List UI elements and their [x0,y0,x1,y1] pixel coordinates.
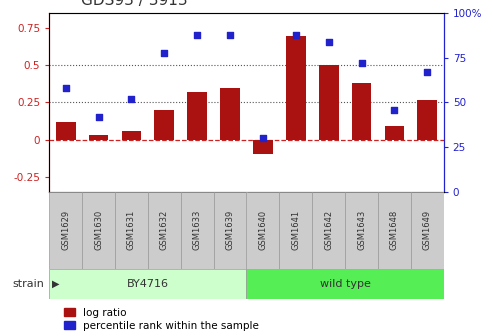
Bar [418,99,437,139]
Text: GSM1630: GSM1630 [94,210,103,250]
Bar [385,126,404,139]
Point [226,32,234,38]
Text: GSM1640: GSM1640 [258,210,267,250]
Text: strain: strain [12,279,44,289]
Text: GSM1641: GSM1641 [291,210,300,250]
Bar [213,192,246,269]
Point [325,39,333,45]
Bar [89,135,108,139]
Text: GSM1629: GSM1629 [61,210,70,250]
Text: GSM1642: GSM1642 [324,210,333,250]
Bar [253,139,273,155]
Text: GSM1631: GSM1631 [127,210,136,250]
Point [62,86,70,91]
Text: wild type: wild type [319,279,371,289]
Text: GSM1648: GSM1648 [390,210,399,250]
Text: GSM1632: GSM1632 [160,210,169,250]
Bar [49,192,82,269]
Bar [56,122,75,139]
Bar [187,92,207,139]
Bar [312,192,345,269]
Bar [411,192,444,269]
Text: GDS93 / 3913: GDS93 / 3913 [81,0,187,8]
Bar [49,269,247,299]
Point [95,114,103,119]
Bar [154,110,174,139]
Text: GSM1643: GSM1643 [357,210,366,250]
Point [423,70,431,75]
Bar [352,83,371,139]
Text: ▶: ▶ [52,279,59,289]
Bar [115,192,148,269]
Bar [319,66,339,139]
Text: BY4716: BY4716 [127,279,169,289]
Bar [148,192,181,269]
Bar [181,192,213,269]
Bar [122,131,141,139]
Point [357,60,365,66]
Point [128,96,136,101]
Bar [220,88,240,139]
Text: GSM1639: GSM1639 [226,210,235,250]
Point [390,107,398,112]
Bar [286,36,306,139]
Point [160,50,168,55]
Bar [280,192,312,269]
Text: GSM1649: GSM1649 [423,210,432,250]
Bar [246,192,280,269]
Bar [345,192,378,269]
Point [259,135,267,141]
Text: GSM1633: GSM1633 [193,210,202,250]
Legend: log ratio, percentile rank within the sample: log ratio, percentile rank within the sa… [65,308,259,331]
Bar [378,192,411,269]
Bar [246,269,444,299]
Point [193,32,201,38]
Bar [82,192,115,269]
Point [292,32,300,38]
